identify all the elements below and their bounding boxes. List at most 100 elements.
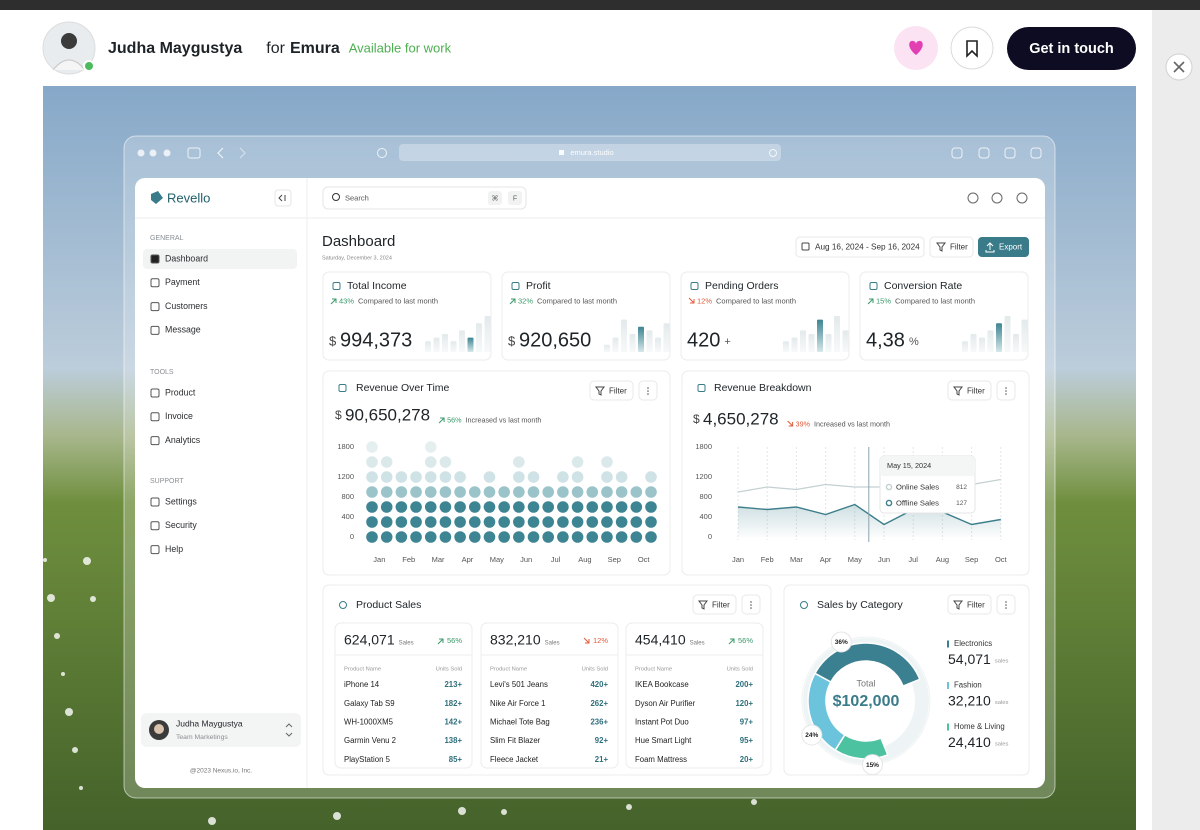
nav-item[interactable]: Settings: [165, 496, 197, 506]
kpi-card: [859, 271, 1029, 361]
dot: [571, 456, 584, 468]
flower: [501, 809, 507, 815]
top-action[interactable]: [991, 192, 1003, 204]
cta-button[interactable]: [1007, 27, 1136, 70]
column-header: Product Name: [344, 667, 381, 673]
dot: [424, 516, 437, 528]
top-action[interactable]: [1016, 192, 1028, 204]
spark-bar: [604, 344, 610, 352]
x-tick-label: Jan: [732, 555, 744, 564]
nav-item[interactable]: Help: [165, 544, 183, 554]
legend-marker: [947, 682, 949, 689]
filter-icon: [953, 600, 963, 610]
flower: [83, 557, 91, 565]
dot-column: [542, 486, 555, 543]
nav-item[interactable]: Customers: [165, 301, 208, 311]
nav-item[interactable]: Invoice: [165, 411, 193, 421]
window-dot: [137, 149, 145, 157]
card-icon: [332, 282, 341, 290]
dot: [424, 501, 437, 513]
card-icon: [697, 384, 706, 392]
nav-item-active: [143, 249, 297, 269]
dot-column: [424, 441, 437, 543]
units-sold: 92+: [595, 736, 609, 745]
nav-item[interactable]: Analytics: [165, 435, 201, 445]
chart-card: [681, 370, 1030, 576]
dot: [601, 486, 613, 498]
cta-label: Get in touch: [1029, 41, 1114, 57]
card-title: Profit: [526, 280, 551, 292]
dot-column: [557, 471, 569, 543]
spark-bar: [450, 341, 457, 352]
nav-item[interactable]: Message: [165, 325, 201, 335]
unit: +: [724, 336, 730, 348]
card-icon: [869, 282, 878, 290]
dot-column: [439, 456, 452, 543]
search-box[interactable]: [322, 186, 527, 210]
dot: [424, 486, 437, 498]
flower: [43, 558, 47, 562]
url-bar[interactable]: [399, 144, 781, 161]
user-card: [141, 713, 301, 747]
team-name: Emura: [290, 40, 340, 57]
x-tick-label: Oct: [995, 555, 1008, 564]
filter-button[interactable]: [929, 236, 974, 258]
flower: [90, 596, 96, 602]
key-cap: [488, 191, 502, 205]
nav-item[interactable]: Product: [165, 387, 196, 397]
x-tick-label: Oct: [638, 555, 651, 564]
nav-item[interactable]: Payment: [165, 277, 200, 287]
close-icon: [1173, 61, 1185, 73]
date-range[interactable]: [795, 236, 925, 258]
dot: [571, 486, 584, 498]
y-tick-label: 400: [699, 512, 712, 521]
dot: [527, 501, 540, 513]
browser-action: [978, 147, 990, 159]
search-placeholder: Search: [345, 193, 369, 202]
nav-item[interactable]: Dashboard: [165, 253, 208, 263]
dot: [439, 516, 452, 528]
dot: [542, 516, 555, 528]
dot-column: [380, 456, 393, 543]
metric-value: 90,650,278: [345, 405, 430, 424]
top-action[interactable]: [967, 192, 979, 204]
more-dot: [647, 390, 649, 392]
dot: [630, 516, 643, 528]
bookmark-icon: [966, 40, 978, 58]
page-date: Saturday, December 3, 2024: [322, 255, 392, 261]
nav-icon: [150, 388, 160, 398]
avatar-body: [52, 59, 86, 71]
product-card: [480, 622, 619, 769]
collapse-button[interactable]: [274, 189, 292, 207]
dot: [615, 516, 628, 528]
dot: [601, 531, 613, 543]
nav-item[interactable]: Security: [165, 520, 197, 530]
y-tick-label: 0: [708, 532, 712, 541]
y-tick-label: 1800: [695, 442, 712, 451]
dot: [366, 471, 378, 483]
flower: [47, 594, 55, 602]
currency: $: [335, 408, 342, 422]
sales-value: 624,071: [344, 632, 395, 648]
trend-up: [438, 417, 445, 424]
kpi-value: 920,650: [519, 329, 591, 351]
author-name: Judha Maygustya: [108, 40, 242, 57]
dot: [395, 471, 408, 483]
save-button[interactable]: [950, 26, 994, 70]
spark-bar: [987, 330, 994, 352]
trend-up: [437, 638, 444, 645]
kpi-card: [680, 271, 850, 361]
change-note: Compared to last month: [895, 296, 975, 305]
lock-icon: [559, 150, 564, 155]
dot: [410, 516, 422, 528]
nav-forward: [239, 147, 246, 159]
x-tick-label: Jun: [520, 555, 532, 564]
more-dot: [750, 601, 752, 603]
dot: [513, 501, 525, 513]
flower: [751, 799, 757, 805]
dot: [380, 456, 393, 468]
dot-column: [527, 471, 540, 543]
online-dot: [83, 60, 95, 72]
data-label: 24%: [805, 732, 818, 739]
units-sold: 142+: [444, 717, 462, 726]
